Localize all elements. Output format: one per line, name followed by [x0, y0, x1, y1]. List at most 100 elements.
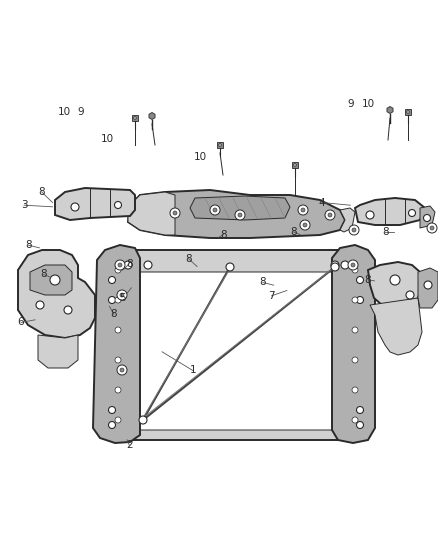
Polygon shape — [190, 196, 290, 220]
Text: 8: 8 — [382, 227, 389, 237]
Circle shape — [115, 387, 121, 393]
Circle shape — [124, 261, 132, 269]
Text: 2: 2 — [126, 440, 133, 450]
Text: 1: 1 — [189, 366, 196, 375]
Circle shape — [424, 281, 432, 289]
Polygon shape — [93, 245, 140, 443]
Circle shape — [115, 260, 125, 270]
Circle shape — [430, 226, 434, 230]
Polygon shape — [55, 188, 135, 220]
Polygon shape — [38, 335, 78, 368]
Text: 4: 4 — [318, 198, 325, 207]
Circle shape — [406, 291, 414, 299]
Circle shape — [352, 297, 358, 303]
Circle shape — [134, 117, 136, 119]
Polygon shape — [149, 112, 155, 119]
Bar — [132, 115, 138, 121]
Circle shape — [64, 306, 72, 314]
Circle shape — [120, 293, 124, 297]
Circle shape — [352, 267, 358, 273]
Circle shape — [213, 208, 217, 212]
Text: 8: 8 — [38, 187, 45, 197]
Circle shape — [219, 143, 221, 147]
Circle shape — [351, 263, 355, 267]
Circle shape — [109, 407, 116, 414]
Circle shape — [109, 277, 116, 284]
Polygon shape — [340, 208, 355, 232]
Circle shape — [349, 225, 359, 235]
Circle shape — [115, 357, 121, 363]
Circle shape — [50, 275, 60, 285]
Circle shape — [341, 261, 349, 269]
Polygon shape — [18, 250, 95, 338]
Polygon shape — [355, 198, 425, 225]
Polygon shape — [370, 298, 422, 355]
Circle shape — [115, 417, 121, 423]
Circle shape — [298, 205, 308, 215]
Circle shape — [331, 263, 339, 271]
Text: 8: 8 — [220, 230, 227, 239]
Text: 5: 5 — [119, 294, 126, 303]
Circle shape — [348, 260, 358, 270]
Circle shape — [352, 417, 358, 423]
Circle shape — [352, 387, 358, 393]
Polygon shape — [420, 206, 435, 228]
Circle shape — [173, 211, 177, 215]
Circle shape — [120, 368, 124, 372]
Circle shape — [114, 201, 121, 208]
Circle shape — [300, 220, 310, 230]
Text: 10: 10 — [194, 152, 207, 162]
Text: 8: 8 — [110, 310, 117, 319]
Circle shape — [301, 208, 305, 212]
Polygon shape — [368, 262, 422, 308]
Text: 8: 8 — [185, 254, 192, 263]
Circle shape — [115, 327, 121, 333]
Circle shape — [139, 416, 147, 424]
Circle shape — [115, 267, 121, 273]
Bar — [405, 109, 411, 115]
Circle shape — [210, 205, 220, 215]
Polygon shape — [30, 265, 72, 295]
Circle shape — [357, 422, 364, 429]
Polygon shape — [387, 107, 393, 114]
Text: 3: 3 — [21, 200, 28, 210]
Text: 8: 8 — [364, 275, 371, 285]
Text: 7: 7 — [268, 291, 275, 301]
Text: 10: 10 — [58, 107, 71, 117]
Circle shape — [357, 296, 364, 303]
Circle shape — [427, 223, 437, 233]
Circle shape — [352, 327, 358, 333]
Circle shape — [293, 164, 297, 166]
Text: 8: 8 — [25, 240, 32, 250]
Polygon shape — [118, 272, 352, 430]
Circle shape — [117, 290, 127, 300]
Circle shape — [390, 275, 400, 285]
Circle shape — [238, 213, 242, 217]
Bar — [292, 162, 298, 168]
Text: 10: 10 — [361, 99, 374, 109]
Text: 10: 10 — [101, 134, 114, 143]
Circle shape — [118, 263, 122, 267]
Circle shape — [226, 263, 234, 271]
Text: 8: 8 — [126, 259, 133, 269]
Circle shape — [36, 301, 44, 309]
Circle shape — [352, 357, 358, 363]
Text: 8: 8 — [40, 270, 47, 279]
Circle shape — [424, 214, 431, 222]
Polygon shape — [332, 245, 375, 443]
Text: 8: 8 — [259, 278, 266, 287]
Circle shape — [71, 203, 79, 211]
Circle shape — [325, 210, 335, 220]
Circle shape — [357, 407, 364, 414]
Text: 9: 9 — [78, 107, 85, 117]
Circle shape — [235, 210, 245, 220]
Circle shape — [117, 365, 127, 375]
Circle shape — [409, 209, 416, 216]
Polygon shape — [128, 190, 345, 238]
Text: 8: 8 — [290, 227, 297, 237]
Circle shape — [170, 208, 180, 218]
Circle shape — [366, 211, 374, 219]
Bar — [217, 142, 223, 148]
Circle shape — [144, 261, 152, 269]
Circle shape — [303, 223, 307, 227]
